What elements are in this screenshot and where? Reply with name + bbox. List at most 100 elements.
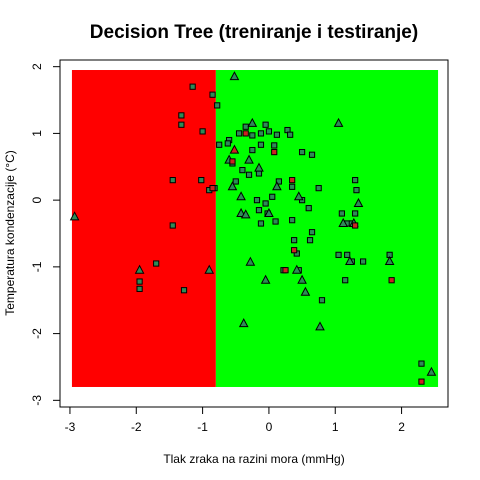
x-tick-label: -1 bbox=[197, 420, 208, 434]
test-point bbox=[264, 207, 274, 217]
train-point bbox=[169, 222, 176, 229]
test-point bbox=[245, 256, 256, 266]
train-point bbox=[269, 193, 276, 200]
x-tick-label: -3 bbox=[65, 420, 76, 434]
y-axis-label: Temperatura kondenzacije (°C) bbox=[3, 150, 17, 316]
test-point bbox=[244, 154, 254, 164]
train-point bbox=[239, 167, 246, 174]
y-tick-label: 0 bbox=[30, 196, 44, 203]
train-point bbox=[232, 178, 239, 185]
test-point bbox=[204, 264, 215, 274]
train-point bbox=[335, 251, 342, 258]
decision-region-class-red bbox=[71, 70, 216, 387]
train-point bbox=[245, 171, 253, 178]
decision-region-class-green bbox=[215, 70, 439, 387]
train-point bbox=[342, 277, 349, 284]
train-point bbox=[353, 187, 360, 194]
train-point bbox=[180, 287, 188, 294]
train-point bbox=[262, 200, 269, 207]
test-point bbox=[353, 197, 364, 207]
y-tick-label: 1 bbox=[30, 130, 44, 137]
test-point bbox=[300, 286, 311, 296]
train-point bbox=[178, 121, 185, 128]
train-point bbox=[235, 130, 243, 137]
train-point bbox=[136, 285, 143, 292]
x-axis: -3 -2 -1 0 1 2 bbox=[65, 406, 405, 434]
train-point bbox=[418, 360, 425, 367]
test-point bbox=[238, 318, 249, 328]
train-point bbox=[249, 132, 256, 139]
train-point bbox=[262, 121, 269, 128]
train-point bbox=[209, 91, 216, 98]
test-point bbox=[272, 181, 282, 191]
test-point bbox=[260, 274, 271, 284]
misclassified-point bbox=[209, 185, 216, 192]
train-point bbox=[199, 128, 206, 135]
test-point bbox=[227, 181, 238, 191]
train-point bbox=[257, 220, 265, 227]
train-point bbox=[352, 210, 359, 217]
y-tick-label: -3 bbox=[30, 395, 44, 406]
train-point bbox=[291, 237, 298, 244]
train-point bbox=[271, 142, 278, 149]
x-axis-label: Tlak zraka na razini mora (mmHg) bbox=[163, 452, 344, 466]
train-point bbox=[249, 146, 256, 154]
train-point bbox=[178, 112, 185, 119]
train-point bbox=[257, 130, 265, 137]
y-tick-label: -1 bbox=[30, 261, 44, 272]
train-point bbox=[255, 207, 263, 214]
train-point bbox=[344, 251, 351, 258]
train-point bbox=[255, 170, 263, 177]
train-point bbox=[273, 131, 280, 138]
test-point bbox=[291, 264, 302, 274]
misclassified-point bbox=[388, 277, 395, 284]
train-point bbox=[318, 297, 326, 304]
train-point bbox=[289, 217, 296, 224]
misclassified-point bbox=[352, 222, 359, 229]
test-point bbox=[240, 209, 251, 219]
test-point bbox=[345, 255, 355, 266]
test-point bbox=[254, 162, 264, 172]
train-point bbox=[338, 210, 345, 217]
misclassified-point bbox=[282, 267, 289, 274]
misclassified-point bbox=[271, 148, 278, 156]
train-point bbox=[275, 178, 282, 185]
misclassified-point bbox=[242, 130, 249, 137]
misclassified-point bbox=[291, 247, 298, 254]
train-point bbox=[305, 205, 312, 212]
x-tick-label: 1 bbox=[332, 420, 339, 434]
train-point bbox=[169, 177, 176, 184]
test-point bbox=[236, 191, 246, 201]
train-point bbox=[298, 148, 306, 156]
train-point bbox=[315, 185, 322, 192]
train-point bbox=[265, 128, 273, 135]
test-point bbox=[384, 255, 395, 266]
test-point bbox=[69, 211, 80, 221]
train-point bbox=[214, 102, 221, 109]
train-point bbox=[360, 258, 367, 265]
train-point bbox=[242, 123, 249, 130]
train-point bbox=[272, 218, 279, 225]
x-tick-label: -2 bbox=[131, 420, 142, 434]
train-point bbox=[308, 229, 316, 236]
train-point bbox=[216, 141, 223, 148]
train-point bbox=[153, 260, 160, 267]
test-point bbox=[293, 191, 304, 201]
misclassified-point bbox=[229, 158, 236, 165]
y-axis: -3 -2 -1 0 1 2 bbox=[30, 63, 61, 406]
x-tick-label: 0 bbox=[266, 420, 273, 434]
train-point bbox=[224, 140, 231, 147]
train-point bbox=[308, 151, 316, 158]
data-points bbox=[69, 71, 437, 385]
test-point bbox=[134, 264, 145, 274]
train-point bbox=[306, 237, 314, 244]
chart-title: Decision Tree (treniranje i testiranje) bbox=[90, 22, 418, 43]
misclassified-point bbox=[418, 378, 425, 385]
decision-regions bbox=[71, 70, 439, 387]
y-tick-label: -2 bbox=[30, 328, 44, 339]
misclassified-point bbox=[229, 144, 240, 154]
test-point bbox=[229, 71, 240, 81]
train-point bbox=[289, 183, 296, 190]
train-point bbox=[189, 83, 196, 90]
